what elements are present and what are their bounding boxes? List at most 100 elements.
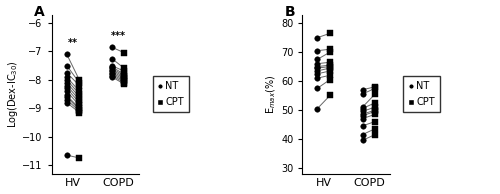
Point	[108, 74, 116, 77]
Point	[63, 94, 71, 97]
Point	[371, 110, 379, 113]
Point	[63, 95, 71, 98]
Point	[314, 36, 322, 39]
Point	[314, 77, 322, 80]
Legend: NT, CPT: NT, CPT	[404, 76, 440, 112]
Text: B: B	[285, 5, 296, 19]
Point	[76, 90, 84, 93]
Point	[326, 74, 334, 77]
Point	[358, 110, 366, 113]
Point	[108, 70, 116, 73]
Point	[314, 107, 322, 110]
Point	[371, 106, 379, 109]
Point	[63, 75, 71, 79]
Point	[358, 139, 366, 142]
Point	[63, 78, 71, 81]
Point	[76, 108, 84, 111]
Point	[120, 81, 128, 84]
Point	[358, 93, 366, 96]
Point	[108, 66, 116, 69]
Point	[108, 71, 116, 74]
Point	[371, 133, 379, 136]
Point	[371, 93, 379, 96]
Point	[314, 87, 322, 90]
Point	[76, 101, 84, 104]
Point	[63, 90, 71, 93]
Point	[314, 62, 322, 65]
Point	[314, 65, 322, 68]
Point	[326, 64, 334, 67]
Point	[120, 51, 128, 54]
Point	[314, 67, 322, 70]
Text: A: A	[34, 5, 45, 19]
Point	[108, 57, 116, 60]
Point	[371, 108, 379, 112]
Point	[371, 113, 379, 116]
Point	[120, 78, 128, 81]
Point	[326, 65, 334, 68]
Point	[63, 71, 71, 74]
Point	[326, 32, 334, 35]
Point	[63, 101, 71, 104]
Point	[76, 93, 84, 96]
Point	[108, 73, 116, 76]
Point	[326, 48, 334, 51]
Point	[326, 94, 334, 97]
Point	[63, 98, 71, 101]
Point	[358, 124, 366, 127]
Point	[76, 78, 84, 81]
Point	[314, 58, 322, 61]
Point	[63, 84, 71, 87]
Point	[326, 51, 334, 54]
Point	[120, 75, 128, 79]
Point	[76, 95, 84, 98]
Point	[120, 83, 128, 86]
Point	[326, 67, 334, 70]
Text: ***: ***	[110, 31, 126, 41]
Point	[76, 111, 84, 114]
Legend: NT, CPT: NT, CPT	[153, 76, 189, 112]
Point	[63, 87, 71, 90]
Point	[108, 75, 116, 79]
Point	[63, 53, 71, 56]
Point	[76, 107, 84, 110]
Point	[371, 85, 379, 88]
Point	[358, 107, 366, 110]
Point	[326, 61, 334, 64]
Point	[76, 98, 84, 101]
Point	[358, 113, 366, 116]
Point	[120, 77, 128, 80]
Text: **: **	[68, 38, 78, 48]
Point	[314, 72, 322, 75]
Point	[120, 74, 128, 77]
Point	[358, 114, 366, 117]
Point	[63, 64, 71, 67]
Point	[120, 70, 128, 73]
Point	[120, 67, 128, 70]
Point	[358, 88, 366, 91]
Point	[371, 120, 379, 123]
Point	[108, 64, 116, 67]
Point	[76, 81, 84, 84]
Point	[314, 49, 322, 52]
Point	[108, 46, 116, 49]
Point	[108, 67, 116, 70]
Point	[120, 80, 128, 83]
Point	[76, 104, 84, 107]
Y-axis label: Log(Dex-IC$_{30}$): Log(Dex-IC$_{30}$)	[6, 60, 20, 128]
Point	[371, 101, 379, 104]
Point	[358, 117, 366, 120]
Point	[371, 87, 379, 90]
Point	[326, 78, 334, 81]
Point	[63, 81, 71, 84]
Point	[314, 69, 322, 73]
Point	[76, 156, 84, 159]
Point	[63, 154, 71, 157]
Point	[371, 127, 379, 130]
Point	[120, 73, 128, 76]
Point	[76, 110, 84, 113]
Point	[326, 69, 334, 73]
Point	[358, 106, 366, 109]
Y-axis label: E$_{max}$(%): E$_{max}$(%)	[264, 74, 278, 114]
Point	[108, 68, 116, 71]
